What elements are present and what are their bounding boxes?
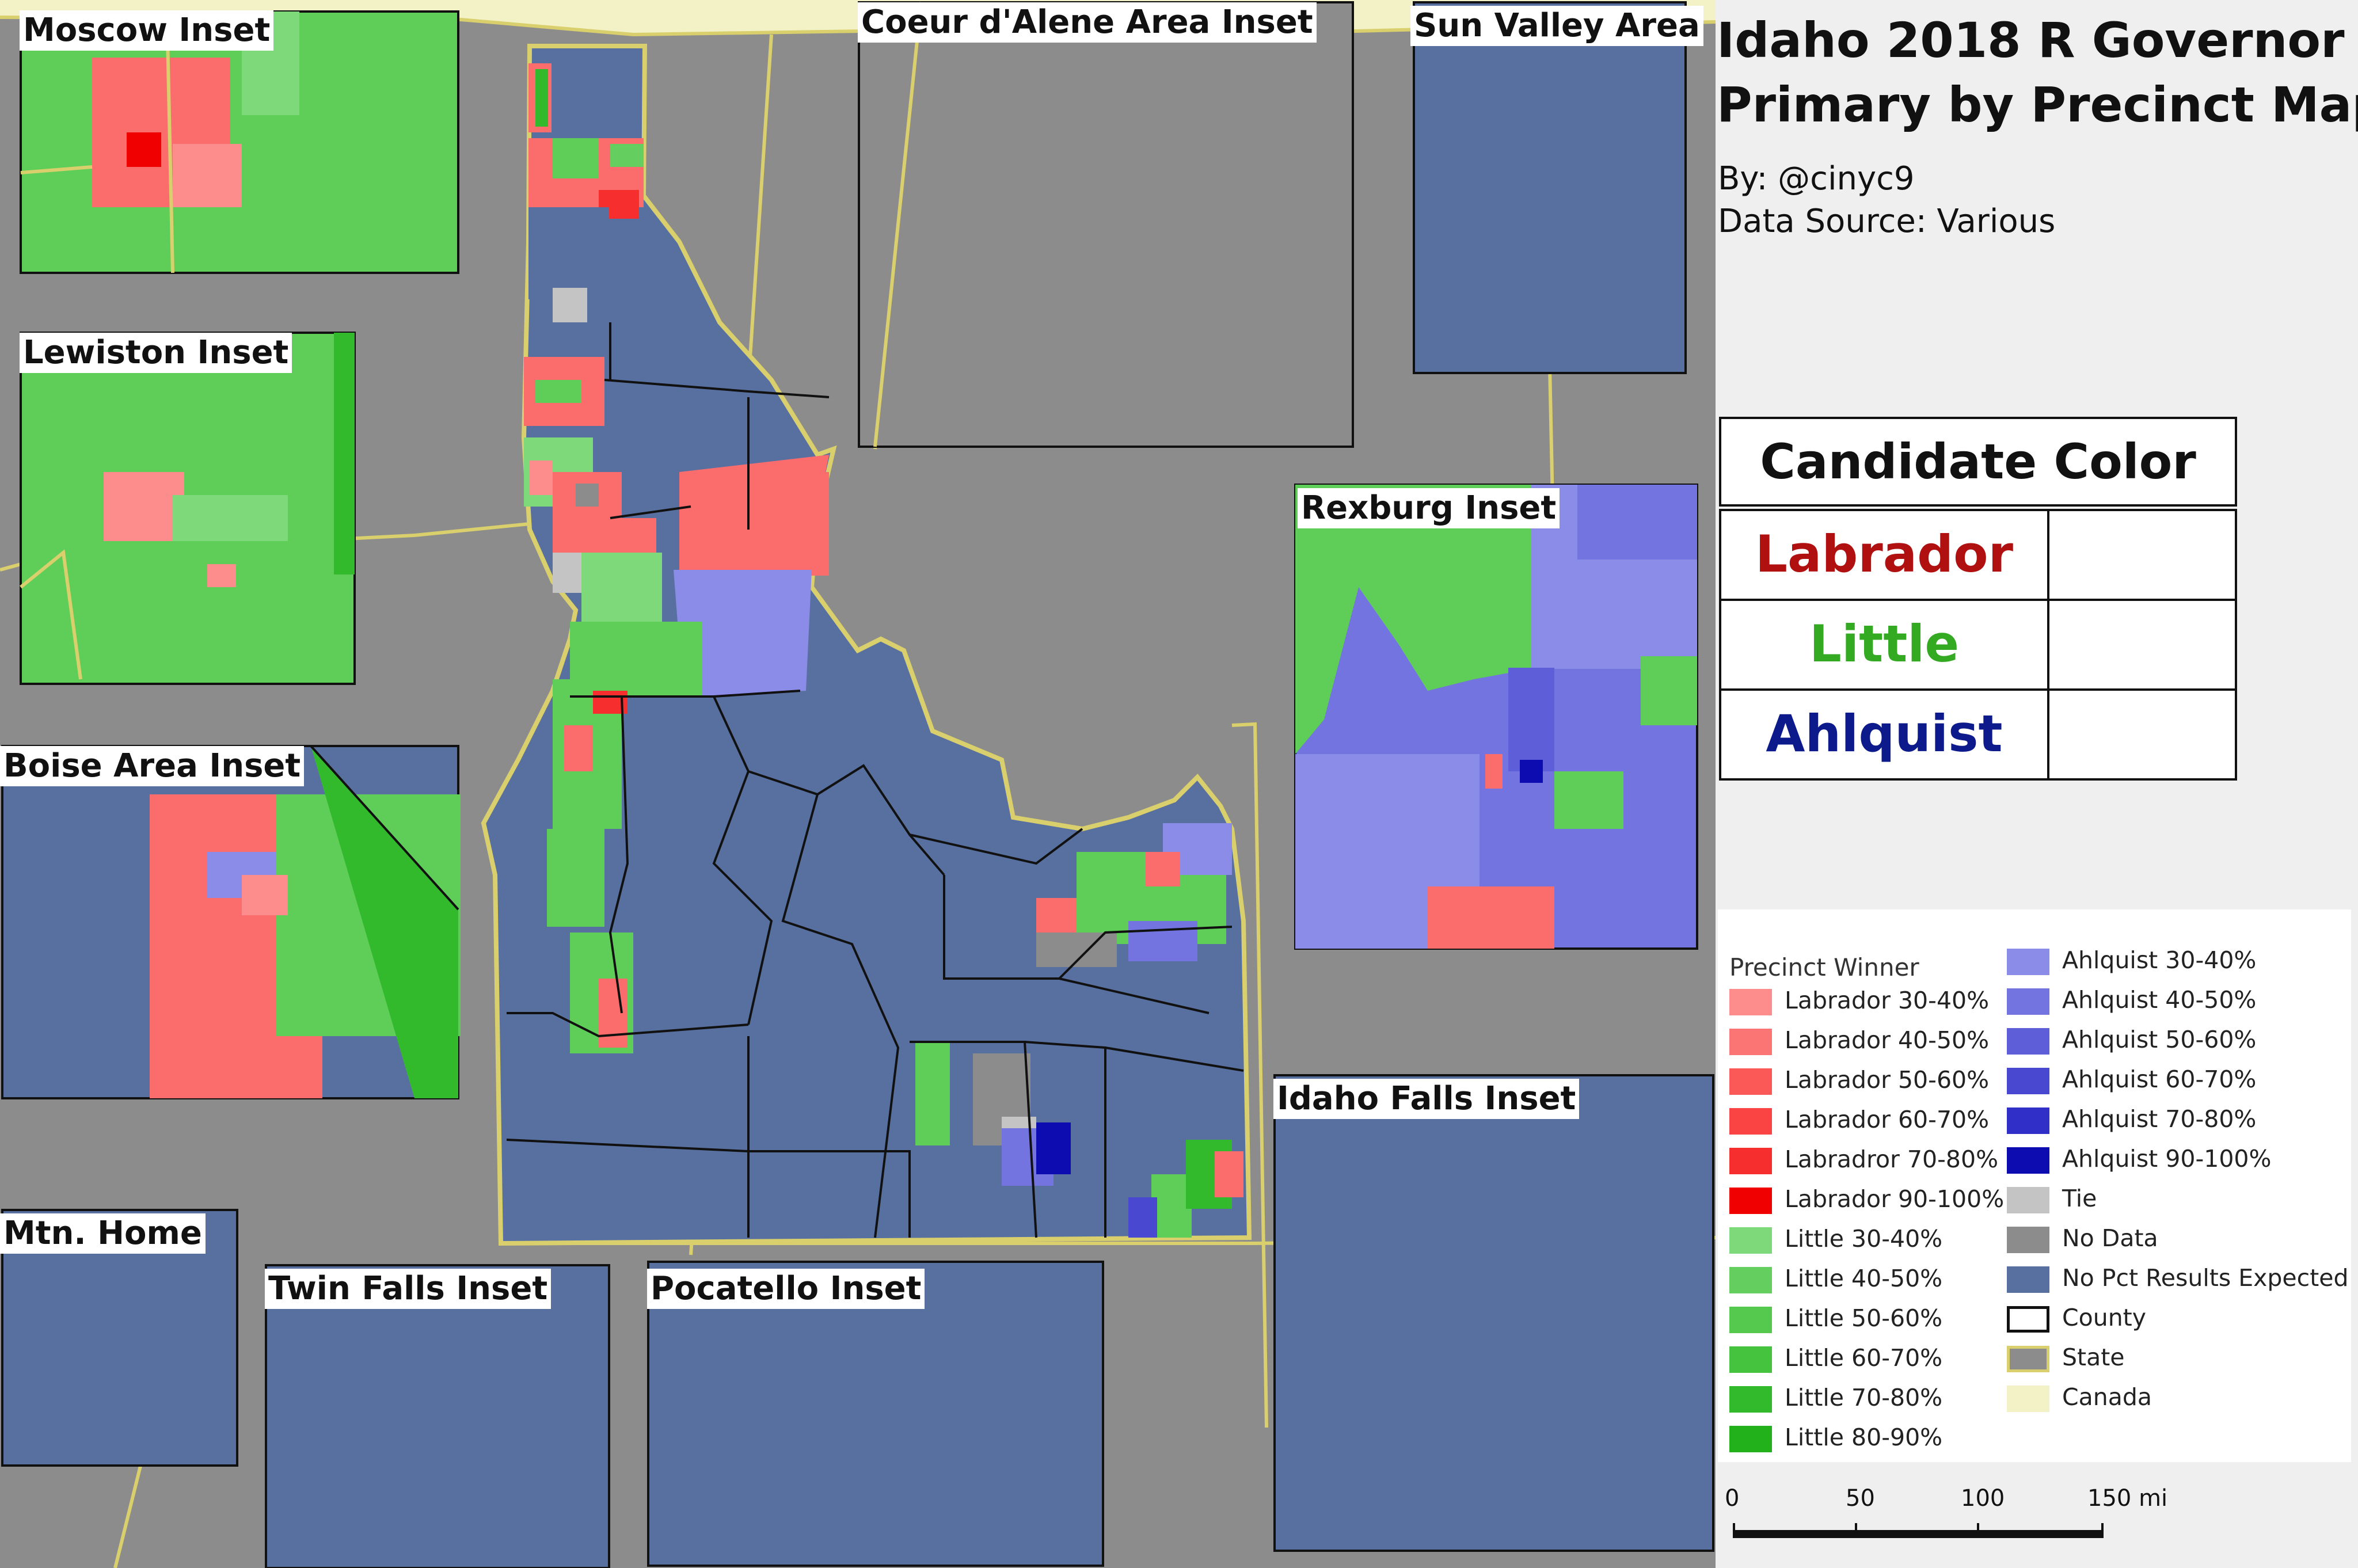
legend: Precinct Winner Labrador 30-40% Labrador … (1718, 909, 2351, 1462)
legend-label: Labrador 50-60% (1785, 1066, 1990, 1094)
candidate-swatch (2049, 511, 2235, 599)
legend-label: Ahlquist 60-70% (2062, 1065, 2257, 1093)
legend-label: Little 30-40% (1785, 1225, 1943, 1253)
legend-swatch (1729, 1227, 1772, 1254)
candidate-row-little: Little (1719, 599, 2237, 691)
scale-bar: 0 50 100 150 mi (1725, 1485, 2300, 1548)
legend-label: Labrador 60-70% (1785, 1106, 1990, 1133)
scale-tick (1977, 1523, 1979, 1538)
county-lines (506, 322, 1244, 1238)
mtn-home-inset-label: Mtn. Home (0, 1213, 206, 1254)
legend-swatch (2007, 1068, 2049, 1094)
legend-label: Ahlquist 30-40% (2062, 946, 2257, 974)
legend-label: Labrador 90-100% (1785, 1185, 2005, 1213)
legend-swatch (2007, 1108, 2049, 1134)
legend-swatch (1729, 1029, 1772, 1055)
lewiston-inset (20, 332, 356, 685)
legend-swatch (1729, 1148, 1772, 1174)
legend-swatch (1729, 1188, 1772, 1214)
scale-tick (1733, 1523, 1735, 1538)
legend-swatch (1729, 1108, 1772, 1135)
legend-label: Labrador 40-50% (1785, 1026, 1990, 1054)
rexburg-inset (1294, 484, 1698, 950)
candidate-table-header: Candidate Color (1719, 417, 2237, 507)
idaho-falls-inset (1273, 1074, 1714, 1552)
rexburg-inset-label: Rexburg Inset (1298, 488, 1560, 528)
twin-falls-inset-label: Twin Falls Inset (265, 1269, 552, 1309)
candidate-name: Ahlquist (1721, 691, 2049, 778)
pocatello-inset (647, 1261, 1104, 1567)
candidate-swatch (2049, 691, 2235, 778)
legend-label: Little 40-50% (1785, 1265, 1943, 1292)
legend-label: Ahlquist 90-100% (2062, 1145, 2272, 1173)
coeur-inset (858, 1, 1354, 448)
scale-tick (1855, 1523, 1857, 1538)
legend-label: Tie (2062, 1185, 2097, 1212)
sun-valley-inset (1413, 1, 1687, 374)
candidate-row-labrador: Labrador (1719, 509, 2237, 601)
legend-label: State (2062, 1344, 2125, 1371)
legend-swatch (1729, 1267, 1772, 1293)
east-idaho-precincts (915, 823, 1243, 1238)
scale-tick (2101, 1523, 2104, 1538)
legend-label: Little 80-90% (1785, 1424, 1943, 1451)
byline: By: @cinyc9 Data Source: Various (1718, 158, 2055, 243)
legend-swatch (2007, 1227, 2049, 1253)
moscow-inset-label: Moscow Inset (20, 10, 274, 51)
scale-label-0: 0 (1725, 1485, 1740, 1512)
legend-swatch (2007, 1346, 2049, 1372)
legend-label: Labrador 30-40% (1785, 987, 1990, 1014)
scale-label-150: 150 mi (2087, 1485, 2168, 1512)
candidate-swatch (2049, 601, 2235, 688)
legend-label: Ahlquist 40-50% (2062, 986, 2257, 1014)
legend-swatch (1729, 1068, 1772, 1095)
boise-inset (1, 745, 461, 1099)
north-idaho-precincts (524, 63, 829, 1053)
data-source: Data Source: Various (1718, 203, 2056, 240)
legend-label: County (2062, 1304, 2147, 1331)
idaho-falls-inset-label: Idaho Falls Inset (1273, 1079, 1580, 1119)
legend-swatch (2007, 1306, 2049, 1333)
legend-label: Ahlquist 70-80% (2062, 1105, 2257, 1133)
legend-label: Canada (2062, 1383, 2152, 1411)
legend-swatch (2007, 988, 2049, 1015)
legend-swatch (1729, 989, 1772, 1015)
title-line-1: Idaho 2018 R Governor (1717, 12, 2345, 68)
legend-swatch (2007, 1147, 2049, 1174)
legend-swatch (1729, 1386, 1772, 1413)
legend-title: Precinct Winner (1729, 953, 1919, 981)
legend-swatch (2007, 1266, 2049, 1293)
legend-swatch (1729, 1346, 1772, 1373)
candidate-name: Labrador (1721, 511, 2049, 599)
candidate-row-ahlquist: Ahlquist (1719, 688, 2237, 781)
sun-valley-inset-label: Sun Valley Area (1410, 6, 1703, 46)
legend-swatch (2007, 1028, 2049, 1055)
title-line-2: Primary by Precinct Map (1717, 77, 2358, 133)
candidate-name: Little (1721, 601, 2049, 688)
legend-swatch (2007, 949, 2049, 975)
map-title: Idaho 2018 R Governor Primary by Precinc… (1717, 8, 2358, 137)
twin-falls-inset (265, 1264, 610, 1568)
boise-inset-label: Boise Area Inset (0, 746, 305, 786)
legend-label: Labradror 70-80% (1785, 1145, 1999, 1173)
legend-swatch (2007, 1386, 2049, 1412)
legend-swatch (1729, 1307, 1772, 1333)
coeur-inset-label: Coeur d'Alene Area Inset (858, 2, 1317, 43)
legend-label: Little 50-60% (1785, 1304, 1943, 1332)
legend-swatch (2007, 1187, 2049, 1213)
legend-label: No Pct Results Expected (2062, 1264, 2349, 1292)
moscow-inset (20, 10, 459, 274)
legend-label: No Data (2062, 1224, 2158, 1252)
author-credit: By: @cinyc9 (1718, 160, 1915, 197)
lewiston-inset-label: Lewiston Inset (20, 333, 292, 373)
legend-label: Little 70-80% (1785, 1384, 1943, 1411)
legend-label: Little 60-70% (1785, 1344, 1943, 1372)
scale-line (1733, 1530, 2104, 1538)
pocatello-inset-label: Pocatello Inset (647, 1269, 925, 1309)
legend-swatch (1729, 1426, 1772, 1452)
scale-label-50: 50 (1846, 1485, 1875, 1512)
legend-label: Ahlquist 50-60% (2062, 1026, 2257, 1053)
scale-label-100: 100 (1961, 1485, 2005, 1512)
